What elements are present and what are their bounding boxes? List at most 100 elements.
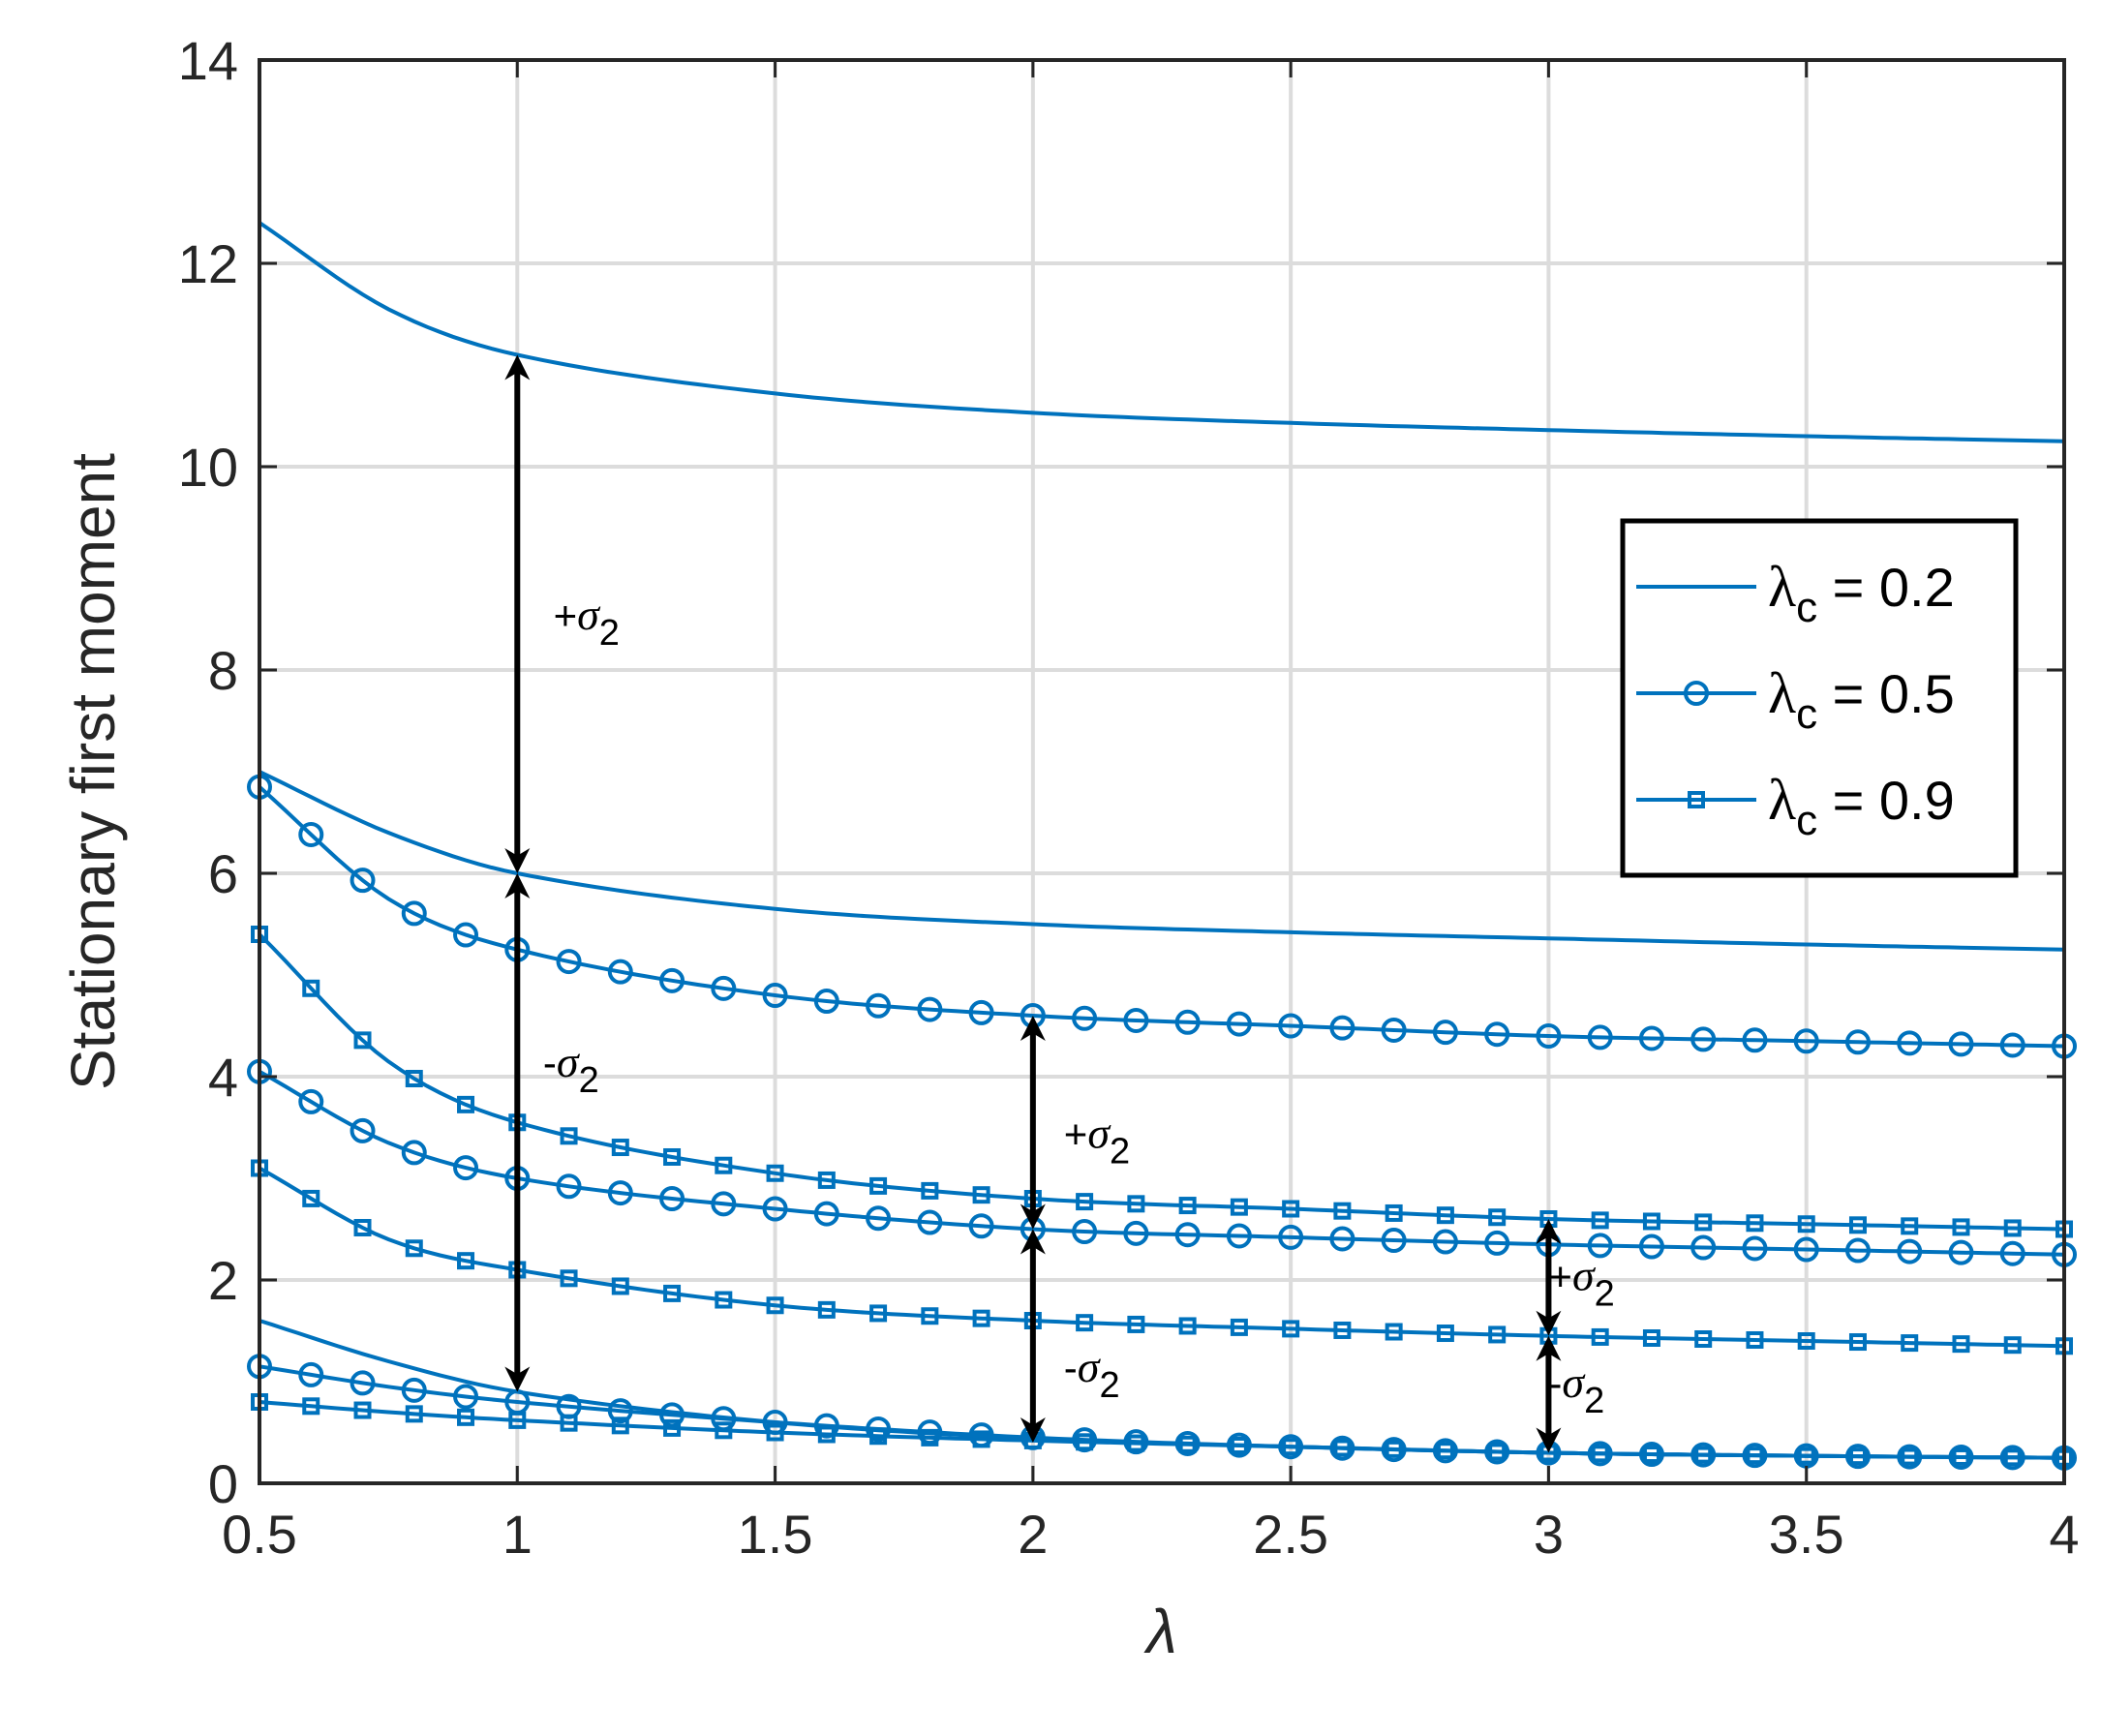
y-tick-label: 6 [208,843,238,904]
square-marker [766,1423,784,1442]
circle-marker [1742,1027,1768,1053]
circle-marker [350,1370,376,1396]
circle-marker [556,949,582,975]
square-marker [1282,1320,1300,1338]
circle-marker [1432,1020,1458,1046]
circle-marker [298,1088,324,1114]
square-marker [766,1164,784,1182]
circle-marker [607,959,633,985]
x-tick-label: 4 [2049,1504,2079,1565]
square-marker [1746,1214,1764,1233]
x-tick-label: 3 [1534,1504,1564,1565]
circle-marker [1536,1023,1562,1049]
arrow-head-top [1020,1016,1046,1041]
circle-marker [1897,1030,1923,1056]
circle-marker [1278,1013,1304,1039]
circle-marker [917,1209,943,1235]
circle-marker [1638,1233,1664,1260]
ticks-layer: 0.5 1 1.5 2 2.5 3 3.5 4 0 2 4 6 8 10 12 14 [178,30,2080,1565]
series-square-lower [251,1393,2073,1467]
circle-marker [866,992,892,1019]
square-marker [817,1171,836,1189]
square-marker [1333,1439,1352,1457]
square-marker [457,1095,475,1113]
circle-marker [1381,1228,1407,1254]
circle-marker [1278,1224,1304,1250]
circle-marker [1793,1236,1819,1263]
square-marker [1127,1315,1145,1333]
circle-marker [1174,1222,1201,1248]
sigma-arrow: -σ2 [1020,1229,1120,1443]
square-marker [560,1414,578,1432]
square-marker [1127,1434,1145,1452]
circle-marker [1742,1235,1768,1262]
arrow-head-top [504,354,531,381]
square-marker [1230,1198,1248,1216]
circle-marker [607,1398,633,1424]
square-marker [1848,1216,1867,1234]
square-marker [1797,1332,1815,1350]
square-marker [1436,1206,1454,1225]
arrow-head-top [1536,1219,1562,1244]
legend: λc = 0.2 λc = 0.5 λc = 0.9 [1620,518,2019,878]
square-marker [1385,1440,1403,1458]
square-marker [611,1139,629,1157]
circle-marker [866,1416,892,1442]
square-marker [1230,1436,1248,1454]
square-marker [611,1416,629,1435]
square-marker [921,1428,939,1447]
circle-marker [1587,1233,1613,1259]
circle-marker [968,999,994,1025]
circle-marker [350,1117,376,1143]
legend-label: λc = 0.9 [1768,768,1955,844]
x-tick-label: 1 [502,1504,533,1565]
circle-marker [1999,1240,2025,1266]
square-marker [1952,1447,1970,1466]
square-marker [457,1408,475,1426]
circle-marker [813,989,839,1015]
x-tick-label: 2.5 [1253,1504,1328,1565]
square-marker [921,1181,939,1200]
square-marker [1901,1217,1919,1235]
axes-box [258,58,2066,1485]
square-marker [353,1401,372,1419]
square-marker [1848,1333,1867,1352]
square-marker [302,979,320,997]
square-marker [1694,1330,1713,1349]
square-marker [1282,1200,1300,1218]
sigma-label: +σ2 [1548,1251,1614,1315]
square-marker [715,1291,733,1309]
circle-marker [401,900,427,927]
y-tick-label: 12 [178,233,238,294]
square-marker [1178,1317,1197,1335]
x-tick-label: 2 [1018,1504,1048,1565]
square-marker [972,1430,990,1448]
square-marker [663,1284,682,1302]
square-marker [1178,1435,1197,1453]
square-marker [560,1269,578,1288]
circle-marker [1638,1025,1664,1051]
sigma-arrow: -σ2 [504,873,599,1392]
circle-marker [1484,1021,1510,1048]
circle-marker [762,983,788,1008]
series-line [258,221,2065,443]
x-tick-label: 0.5 [222,1504,297,1565]
square-marker [405,1239,423,1258]
circle-marker [1329,1226,1355,1252]
square-marker [1385,1323,1403,1341]
square-marker [869,1304,888,1323]
y-tick-label: 10 [178,437,238,498]
circle-marker [401,1377,427,1403]
circle-marker [1432,1229,1458,1255]
circle-marker [1226,1223,1252,1249]
square-marker [1952,1335,1970,1354]
y-tick-label: 4 [208,1047,238,1108]
circle-marker [711,975,737,1001]
square-marker [1076,1433,1094,1451]
square-marker [1746,1447,1764,1465]
square-marker [1385,1203,1403,1222]
square-marker [457,1252,475,1270]
square-marker [2003,1219,2022,1237]
legend-item: λc = 0.9 [1636,768,1955,844]
legend-item: λc = 0.2 [1636,555,1955,631]
